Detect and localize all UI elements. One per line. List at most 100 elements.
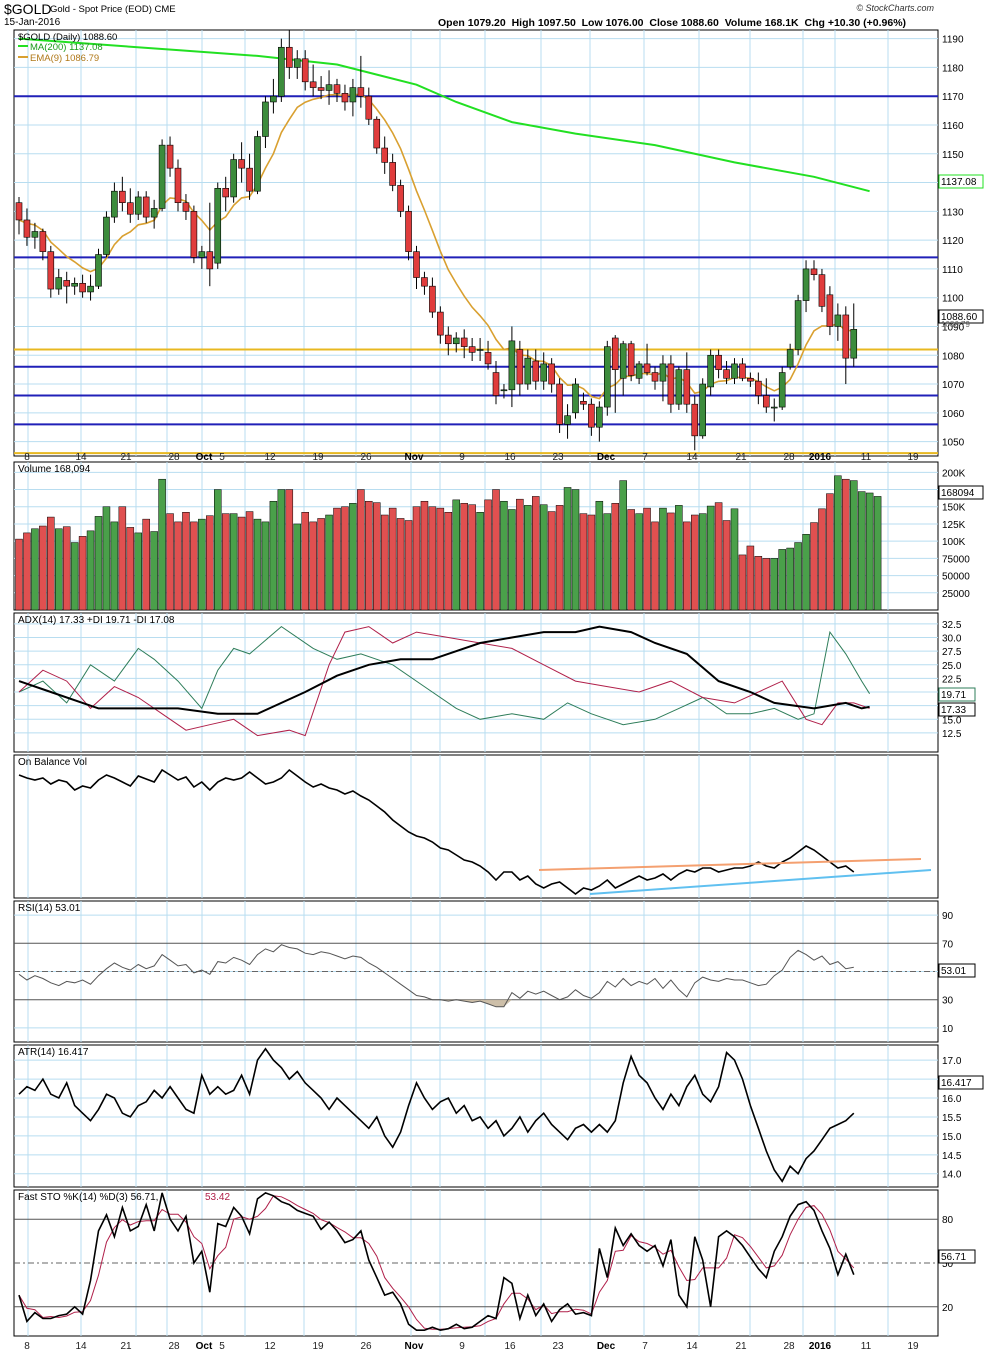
- volume-bar-up: [794, 542, 802, 611]
- x-tick-label: 16: [504, 452, 516, 463]
- volume-tick-label: 75000: [942, 554, 970, 565]
- candle-up: [707, 354, 714, 388]
- sto-value-label: 56.71: [941, 1252, 966, 1263]
- candle-up: [230, 159, 237, 198]
- volume-bar-down: [237, 516, 246, 611]
- volume-bar-down: [182, 512, 190, 611]
- atr-tick-label: 16.0: [942, 1094, 962, 1105]
- price-tick-label: 1120: [942, 236, 964, 247]
- volume-bar-down: [516, 498, 524, 611]
- candle-up: [786, 349, 794, 368]
- x-tick-label: 21: [735, 452, 747, 463]
- volume-bar-down: [754, 556, 763, 611]
- atr-tick-label: 15.0: [942, 1132, 962, 1143]
- rsi-tick-label: 70: [942, 939, 954, 950]
- ma200-line: [18, 37, 870, 193]
- candle-down: [818, 274, 826, 307]
- candle-up: [699, 383, 707, 437]
- volume-tick-label: 150K: [942, 503, 966, 514]
- adx-tick-label: 27.5: [942, 647, 962, 658]
- candle-up: [770, 406, 778, 409]
- volume-bar-up: [834, 475, 842, 611]
- rsi-tick-label: 10: [942, 1024, 954, 1035]
- price-tick-label: 1180: [942, 63, 964, 74]
- candle-down: [47, 251, 55, 290]
- candle-down: [206, 251, 214, 270]
- candle-up: [731, 363, 738, 379]
- volume-bar-down: [762, 558, 771, 611]
- candle-down: [397, 185, 404, 212]
- volume-bar-down: [23, 532, 31, 611]
- volume-bar-down: [301, 512, 309, 611]
- volume-bar-down: [126, 527, 135, 611]
- volume-bar-up: [563, 487, 572, 611]
- sto-tick-label: 20: [942, 1303, 954, 1314]
- candle-down: [429, 285, 436, 313]
- legend-ma200: MA(200) 1137.08: [30, 42, 103, 53]
- atr-value-box: [938, 1075, 984, 1090]
- price-tick-label: 1170: [942, 92, 964, 103]
- candle-down: [810, 268, 818, 275]
- candle-up: [659, 363, 667, 382]
- candle-down: [222, 188, 229, 198]
- volume-bar-up: [635, 513, 643, 611]
- volume-bar-up: [778, 549, 786, 611]
- x-tick-label: 16: [504, 1341, 516, 1352]
- rsi-tick-label: 30: [942, 996, 954, 1007]
- volume-bar-up: [452, 499, 460, 611]
- adx-tick-label: 25.0: [942, 661, 962, 672]
- price-tick-label: 1050: [942, 438, 965, 449]
- volume-value-box: [938, 485, 984, 500]
- volume-bar-up: [539, 504, 548, 611]
- candle-down: [643, 363, 651, 373]
- volume-bar-up: [150, 531, 158, 611]
- sto-d-label: 53.42: [205, 1192, 230, 1203]
- x-tick-label: 8: [24, 1341, 30, 1352]
- candle-down: [333, 84, 341, 94]
- volume-bar-down: [245, 511, 254, 611]
- x-tick-label: 14: [75, 452, 87, 463]
- volume-bar-down: [842, 478, 850, 611]
- rsi-label: RSI(14) 53.01: [18, 903, 81, 914]
- x-tick-label: 14: [75, 1341, 87, 1352]
- volume-bar-down: [333, 507, 341, 611]
- volume-bar-up: [571, 489, 580, 611]
- volume-bar-down: [317, 518, 325, 611]
- candle-up: [71, 282, 78, 287]
- candle-down: [468, 346, 476, 353]
- panel-frame-price: [13, 29, 939, 457]
- x-tick-label: 2016: [809, 1341, 832, 1352]
- volume-bar-down: [420, 500, 429, 611]
- x-tick-label: 14: [686, 1341, 698, 1352]
- atr-label: ATR(14) 16.417: [18, 1047, 89, 1058]
- candle-down: [285, 46, 293, 68]
- adx-tick-label: 30.0: [942, 634, 962, 645]
- volume-bar-down: [722, 520, 731, 611]
- candle-up: [134, 196, 142, 215]
- volume-bar-down: [651, 521, 659, 611]
- volume-bar-up: [293, 523, 301, 611]
- candle-down: [444, 334, 452, 345]
- candle-up: [619, 343, 627, 379]
- legend-ema9: EMA(9) 1086.79: [30, 53, 99, 64]
- sto-tick-label: 80: [942, 1215, 954, 1226]
- candle-down: [190, 211, 198, 258]
- candle-up: [675, 369, 683, 405]
- x-tick-label: 28: [168, 452, 180, 463]
- candle-down: [127, 202, 134, 215]
- candle-down: [627, 343, 635, 376]
- adx-line: [18, 625, 870, 715]
- volume-bar-down: [62, 526, 71, 611]
- volume-bar-down: [810, 522, 818, 611]
- volume-bar-up: [603, 513, 612, 611]
- volume-bar-up: [94, 516, 103, 611]
- price-tick-label: 1100: [942, 294, 964, 305]
- volume-bar-up: [802, 534, 810, 611]
- candle-down: [365, 95, 373, 120]
- volume-bar-up: [770, 558, 778, 611]
- candle-down: [246, 167, 253, 192]
- volume-bar-down: [341, 506, 349, 611]
- volume-bar-down: [78, 536, 87, 611]
- plus-di-line: [18, 625, 871, 726]
- x-tick-label: 5: [219, 452, 225, 463]
